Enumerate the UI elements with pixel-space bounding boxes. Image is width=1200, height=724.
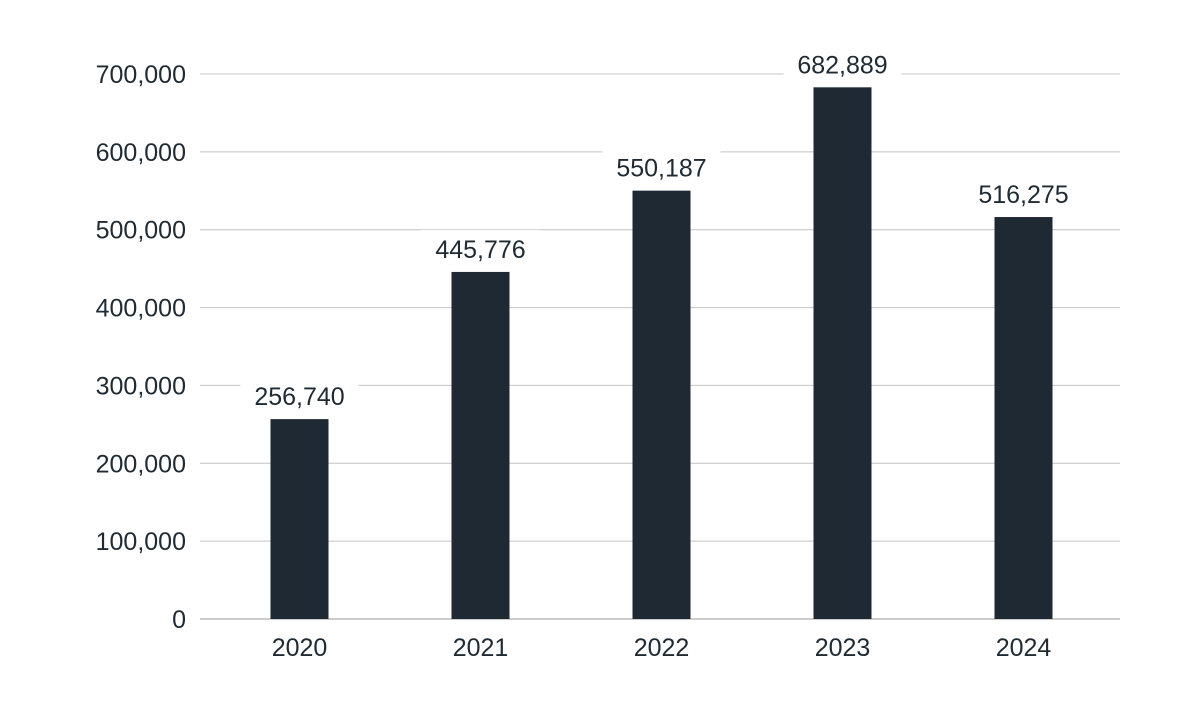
y-tick-label: 0 [172,606,186,634]
data-label-background [421,229,540,264]
data-label-background [240,377,359,412]
x-tick-label: 2023 [815,634,871,662]
data-label: 256,740 [254,383,344,411]
x-tick-label: 2022 [634,634,690,662]
data-label-background [964,175,1083,210]
bar [813,87,872,619]
data-label: 516,275 [978,181,1068,209]
y-tick-label: 700,000 [96,61,186,89]
bar [270,419,329,619]
data-label: 550,187 [616,155,706,183]
bar [994,217,1053,619]
data-label-background [602,148,721,183]
y-tick-label: 200,000 [96,450,186,478]
y-tick-label: 600,000 [96,139,186,167]
bar [451,271,510,619]
bar [632,190,691,619]
data-label: 682,889 [797,51,887,79]
y-tick-label: 400,000 [96,295,186,323]
data-label: 445,776 [435,236,525,264]
y-tick-label: 100,000 [96,528,186,556]
x-tick-label: 2021 [453,634,509,662]
y-tick-label: 300,000 [96,372,186,400]
x-tick-label: 2024 [996,634,1052,662]
x-tick-label: 2020 [272,634,328,662]
y-tick-label: 500,000 [96,217,186,245]
data-label-background [783,45,902,80]
